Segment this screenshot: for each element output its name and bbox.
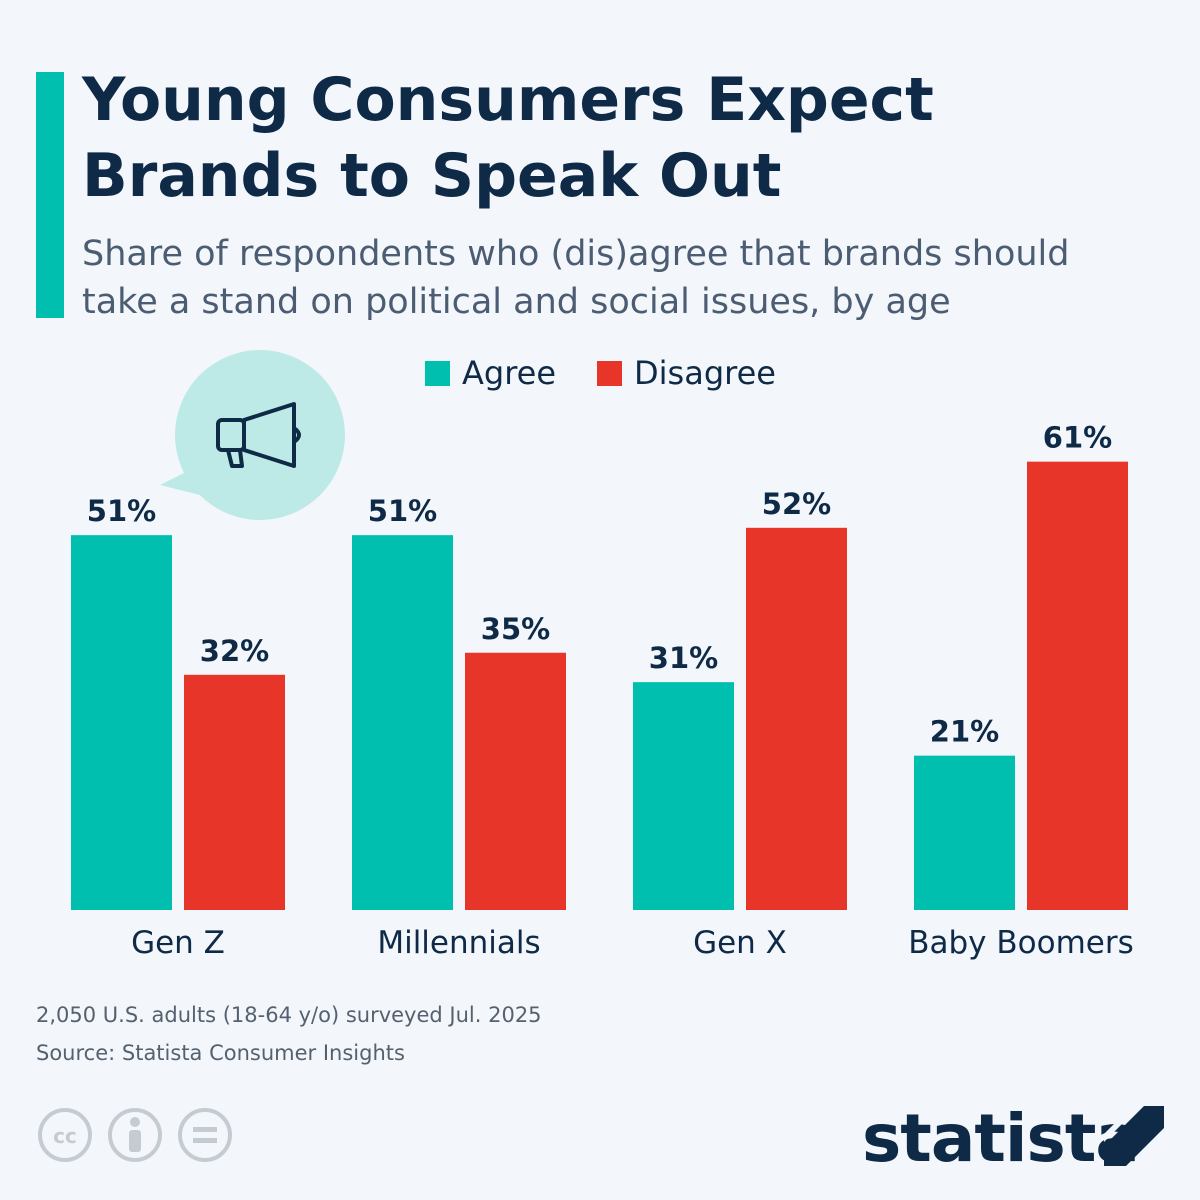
bar	[633, 682, 734, 910]
legend-swatch	[425, 361, 450, 386]
chart: Agree Disagree 51% 32% Gen Z 51% 35% Millennial…	[71, 350, 1134, 961]
legend-swatch	[597, 361, 622, 386]
x-tick-label: Gen X	[693, 925, 787, 961]
bar	[1027, 461, 1128, 910]
svg-text:cc: cc	[53, 1124, 77, 1148]
chart-subtitle: Share of respondents who (dis)agree that…	[82, 234, 1070, 322]
value-label: 21%	[930, 715, 999, 749]
value-label: 51%	[368, 494, 437, 528]
legend-label: Disagree	[634, 354, 776, 392]
brand-mark	[1104, 1106, 1164, 1166]
value-label: 51%	[87, 494, 156, 528]
value-label: 61%	[1043, 421, 1112, 455]
source: Source: Statista Consumer Insights	[36, 1041, 405, 1065]
accent-bar	[36, 72, 64, 318]
value-label: 32%	[200, 634, 269, 668]
note: 2,050 U.S. adults (18-64 y/o) surveyed J…	[36, 1003, 542, 1027]
value-label: 52%	[762, 487, 831, 521]
value-label: 31%	[649, 641, 718, 675]
bar	[914, 755, 1015, 910]
x-tick-label: Gen Z	[131, 925, 225, 961]
x-tick-label: Millennials	[377, 925, 540, 961]
bar	[71, 535, 172, 910]
brand-logo: statista	[862, 1100, 1140, 1177]
x-tick-label: Baby Boomers	[908, 925, 1134, 961]
bar	[184, 674, 285, 910]
value-label: 35%	[481, 612, 550, 646]
legend-label: Agree	[462, 354, 556, 392]
bar	[465, 652, 566, 910]
bar	[746, 527, 847, 910]
megaphone-icon	[160, 350, 345, 520]
bar	[352, 535, 453, 910]
chart-title: Young Consumers Expect Brands to Speak O…	[82, 65, 934, 211]
license-icons: cc	[38, 1108, 232, 1162]
